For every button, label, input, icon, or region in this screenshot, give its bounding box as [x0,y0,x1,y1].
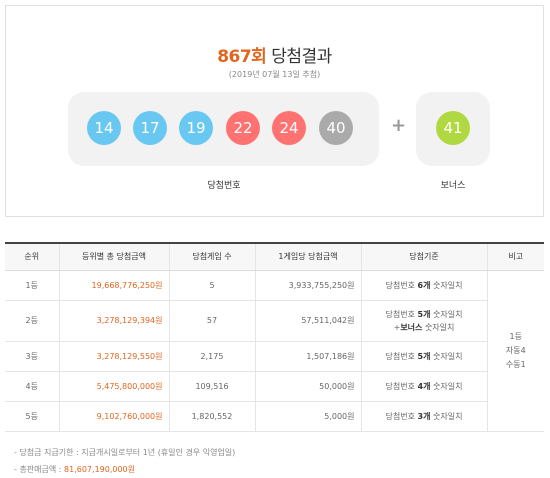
prize-per-game-cell: 3,933,755,250원 [254,270,361,301]
criteria-cell: 당첨번호 3개 숫자일치 [360,401,487,432]
winning-number-ball: 17 [133,111,167,145]
rank-cell: 2등 [5,300,59,342]
header-rank: 순위 [5,242,59,271]
total-sales-label: 총판매금액 : [19,465,65,474]
total-prize-cell: 19,668,776,250원 [58,270,169,301]
remarks-cell: 1등 자동4 수동1 [486,270,544,432]
bonus-caption: 보너스 [440,181,466,191]
total-prize-cell: 5,475,800,000원 [58,371,169,402]
criteria-cell: 당첨번호 5개 숫자일치 [360,341,487,372]
prize-per-game-cell: 50,000원 [254,371,361,402]
winner-count-cell: 109,516 [168,371,255,402]
winning-number-ball: 22 [226,111,260,145]
winning-number-ball: 19 [179,111,213,145]
table-row: 4등 5,475,800,000원 109,516 50,000원 당첨번호 4… [5,371,544,402]
winner-count-cell: 5 [168,270,255,301]
prize-per-game-cell: 57,511,042원 [254,300,361,342]
draw-round: 867회 [217,47,267,67]
winner-count-cell: 1,820,552 [168,401,255,432]
table-row: 2등 3,278,129,394원 57 57,511,042원 당첨번호 5개… [5,300,544,342]
winning-numbers-caption: 당첨번호 [207,181,241,191]
bonus-number-panel: 41 [416,92,490,166]
table-header-row: 순위 등위별 총 당첨금액 당첨게임 수 1게임당 당첨금액 당첨기준 비고 [5,242,544,271]
plus-sign: + [391,115,407,136]
criteria-cell: 당첨번호 5개 숫자일치 +보너스 숫자일치 [360,300,487,342]
rank-cell: 4등 [5,371,59,402]
table-row: 3등 3,278,129,550원 2,175 1,507,186원 당첨번호 … [5,341,544,372]
prize-per-game-cell: 5,000원 [254,401,361,432]
rank-cell: 1등 [5,270,59,301]
header-prize-per-game: 1게임당 당첨금액 [254,242,361,271]
rank-cell: 5등 [5,401,59,432]
total-sales-note: - 총판매금액 : 81,607,190,000원 [14,465,136,474]
total-prize-cell: 9,102,760,000원 [58,401,169,432]
header-total-prize: 등위별 총 당첨금액 [58,242,169,271]
total-sales-value: 81,607,190,000원 [64,465,136,474]
draw-date: (2019년 07월 13일 추첨) [228,70,321,79]
winning-number-ball: 24 [272,111,306,145]
header-remarks: 비고 [486,242,544,271]
remark-auto: 자동4 [505,345,526,355]
criteria-cell: 당첨번호 6개 숫자일치 [360,270,487,301]
winning-number-ball: 40 [319,111,353,145]
remark-manual: 수동1 [505,359,526,369]
prize-table: 순위 등위별 총 당첨금액 당첨게임 수 1게임당 당첨금액 당첨기준 비고 1… [5,242,544,432]
header-criteria: 당첨기준 [360,242,487,271]
header-winner-count: 당첨게임 수 [168,242,255,271]
rank-cell: 3등 [5,341,59,372]
table-row: 1등 19,668,776,250원 5 3,933,755,250원 당첨번호… [5,270,544,432]
draw-title-suffix: 당첨결과 [266,47,332,67]
draw-result-panel: 867회 당첨결과 (2019년 07월 13일 추첨) 14 17 19 22… [5,5,544,217]
total-prize-cell: 3,278,129,550원 [58,341,169,372]
payment-deadline-text: 당첨금 지급기한 : 지급개시일로부터 1년 (휴일인 경우 익영업일) [19,448,236,457]
winning-number-ball: 14 [87,111,121,145]
payment-deadline-note: - 당첨금 지급기한 : 지급개시일로부터 1년 (휴일인 경우 익영업일) [14,448,236,457]
winner-count-cell: 2,175 [168,341,255,372]
prize-per-game-cell: 1,507,186원 [254,341,361,372]
bonus-number-ball: 41 [436,111,470,145]
remark-first: 1등 [509,331,522,341]
draw-title: 867회 당첨결과 [6,42,543,67]
winning-numbers-panel: 14 17 19 22 24 40 [68,92,379,166]
winner-count-cell: 57 [168,300,255,342]
criteria-cell: 당첨번호 4개 숫자일치 [360,371,487,402]
table-row: 5등 9,102,760,000원 1,820,552 5,000원 당첨번호 … [5,401,544,432]
total-prize-cell: 3,278,129,394원 [58,300,169,342]
